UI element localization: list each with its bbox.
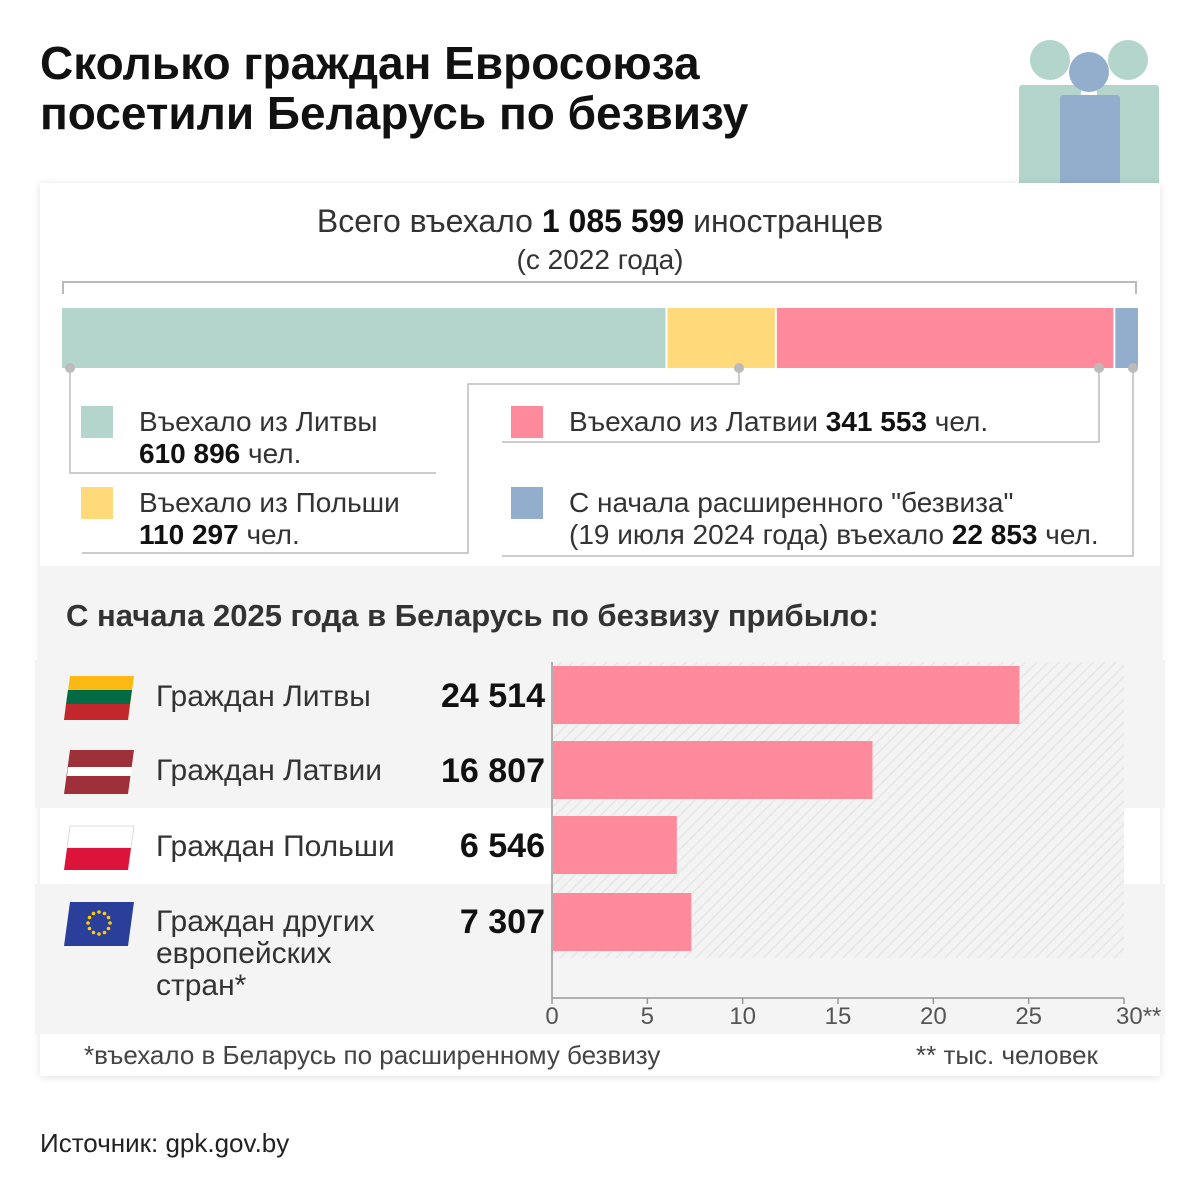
row-label-latvia: Граждан Латвии	[156, 754, 382, 787]
bar-other	[553, 893, 692, 951]
connector-lithuania	[69, 368, 436, 474]
x-tick-label: 15	[825, 1003, 852, 1030]
row-label-other-line2: европейских	[156, 937, 332, 970]
legend-swatch-lithuania	[81, 406, 113, 438]
legend-lithuania-label: Въехало из Литвы	[139, 406, 378, 437]
footnote-extended: *въехало в Беларусь по расширенному безв…	[84, 1040, 661, 1070]
row-value-lithuania: 24 514	[441, 677, 545, 715]
section2-title: С начала 2025 года в Беларусь по безвизу…	[66, 598, 879, 633]
total-value: 1 085 599	[541, 203, 685, 239]
x-tick-label: 5	[641, 1003, 654, 1030]
bar-group	[553, 666, 1020, 951]
since-label: (с 2022 года)	[516, 244, 684, 275]
row-label-other: Граждан других европейских стран*	[156, 906, 375, 1002]
legend-extended-line1: С начала расширенного "безвиза"	[569, 487, 1014, 518]
bar-lithuania	[553, 666, 1020, 724]
legend-swatch-extended	[511, 487, 543, 519]
people-icon	[1019, 40, 1159, 210]
x-axis-ticks: 0 5 10 15 20 25 30**	[545, 998, 1161, 1030]
bar-poland	[553, 816, 677, 874]
latvia-flag-icon	[64, 750, 134, 794]
row-label-poland: Граждан Польши	[156, 830, 395, 863]
connector-poland	[82, 368, 740, 554]
legend-swatch-poland	[81, 487, 113, 519]
lithuania-flag-icon	[64, 676, 134, 720]
row-label-lithuania: Граждан Литвы	[156, 680, 371, 713]
x-tick-label: 20	[920, 1003, 947, 1030]
stack-segment-extended	[1115, 308, 1138, 368]
row-value-other: 7 307	[459, 903, 545, 941]
legend-lithuania-unit: чел.	[248, 438, 302, 469]
total-line: Всего въехало 1 085 599 иностранцев	[40, 203, 1160, 240]
legend-extended-line2: (19 июля 2024 года) въехало	[569, 519, 945, 550]
footnote-units: ** тыс. человек	[916, 1040, 1098, 1070]
connector-dot-poland	[734, 363, 744, 373]
legend-poland-value: 110 297	[139, 519, 239, 550]
legend-extended: С начала расширенного "безвиза" (19 июля…	[569, 487, 1099, 551]
legend-latvia-label: Въехало из Латвии	[569, 406, 818, 437]
legend-poland-unit: чел.	[246, 519, 300, 550]
x-tick-label: 25	[1015, 1003, 1042, 1030]
legend-latvia-unit: чел.	[934, 406, 989, 437]
bar-chart: 0 5 10 15 20 25 30**	[545, 662, 1161, 1030]
legend-extended-unit: чел.	[1045, 519, 1099, 550]
connector-dot-extended	[1128, 363, 1138, 373]
legend-poland-label: Въехало из Польши	[139, 487, 400, 518]
bracket-line	[62, 281, 1137, 294]
legend-lithuania-value: 610 896	[139, 438, 241, 469]
x-tick-label: 0	[545, 1003, 558, 1030]
connector-dot-latvia	[1094, 363, 1104, 373]
row-value-latvia: 16 807	[441, 752, 545, 790]
x-tick-label: 30**	[1116, 1003, 1161, 1030]
stacked-bar	[62, 308, 1138, 368]
stacked-bar-overlay	[62, 281, 1138, 557]
poland-flag-icon	[64, 825, 135, 870]
legend-swatch-latvia	[511, 406, 543, 438]
stack-segment-poland	[667, 308, 775, 368]
row-label-other-line3: стран*	[156, 969, 247, 1002]
legend-lithuania: Въехало из Литвы 610 896 чел.	[139, 406, 378, 470]
connector-dot-lithuania	[65, 363, 75, 373]
connector-latvia	[502, 368, 1100, 443]
row-label-other-line1: Граждан других	[156, 905, 375, 938]
section2-header	[40, 566, 1160, 660]
stack-segment-lithuania	[62, 308, 666, 368]
total-prefix: Всего въехало	[316, 203, 533, 239]
legend-latvia: Въехало из Латвии 341 553 чел.	[569, 406, 988, 438]
eu-flag-icon	[64, 902, 134, 946]
legend-extended-value: 22 853	[951, 519, 1038, 550]
legend-latvia-value: 341 553	[825, 406, 927, 437]
row-value-poland: 6 546	[459, 827, 545, 865]
legend-poland: Въехало из Польши 110 297 чел.	[139, 487, 400, 551]
title-line-1: Сколько граждан Евросоюза	[40, 37, 700, 89]
title-line-2: посетили Беларусь по безвизу	[40, 87, 749, 139]
stack-segment-latvia	[776, 308, 1114, 368]
connector-extended	[502, 368, 1134, 557]
total-suffix: иностранцев	[693, 203, 884, 239]
page-title: Сколько граждан Евросоюза посетили Белар…	[40, 38, 940, 138]
x-tick-label: 10	[729, 1003, 756, 1030]
source-label: Источник: gpk.gov.by	[40, 1128, 290, 1158]
bar-latvia	[553, 741, 873, 799]
